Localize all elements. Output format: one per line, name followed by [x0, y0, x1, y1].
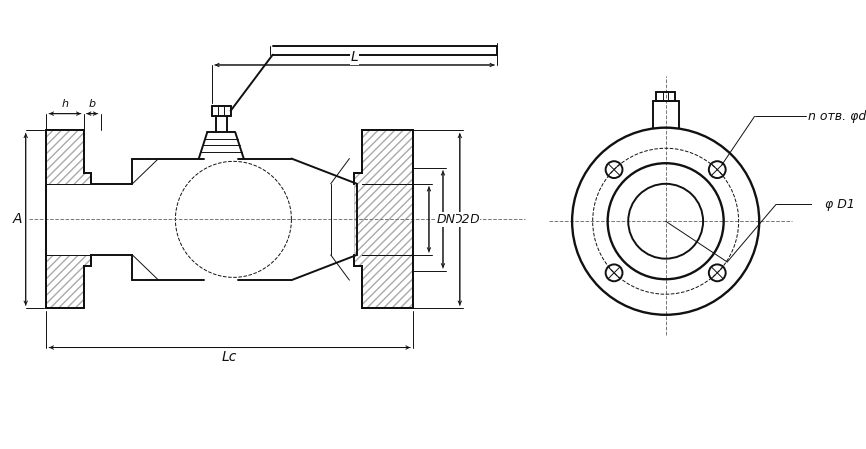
Text: D: D: [469, 213, 479, 226]
Text: φ D1: φ D1: [824, 198, 855, 211]
Text: DN: DN: [436, 213, 456, 226]
Text: L: L: [350, 50, 358, 65]
Text: b: b: [88, 99, 96, 109]
Text: Lc: Lc: [222, 350, 237, 364]
Text: D2: D2: [452, 213, 470, 226]
Text: A: A: [12, 212, 22, 226]
Text: h: h: [61, 99, 68, 109]
Text: n отв. φd: n отв. φd: [808, 110, 866, 123]
Polygon shape: [46, 131, 91, 184]
